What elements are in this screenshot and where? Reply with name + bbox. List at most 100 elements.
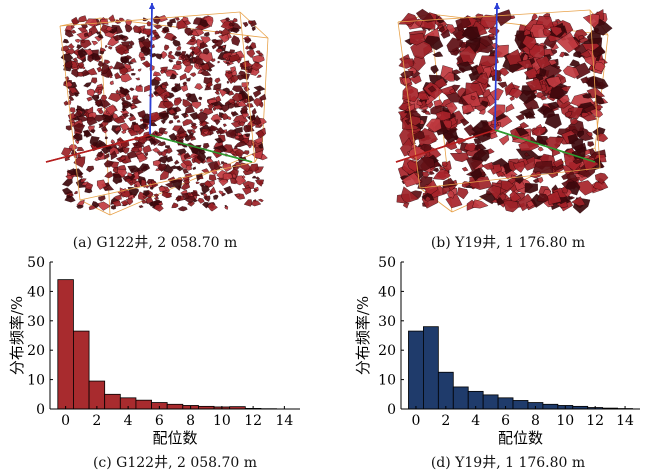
pore-cluster bbox=[218, 61, 220, 63]
x-tick-label: 4 bbox=[471, 413, 480, 429]
pore-cluster bbox=[177, 120, 180, 123]
pore-cluster bbox=[252, 27, 256, 31]
y-tick-label: 30 bbox=[27, 314, 45, 330]
pore-cluster bbox=[462, 167, 468, 171]
pore-cluster bbox=[498, 82, 507, 88]
bar-7 bbox=[513, 400, 528, 409]
pore-cube-g122 bbox=[40, 0, 280, 232]
pore-cluster bbox=[174, 116, 179, 120]
pore-cluster bbox=[131, 73, 135, 75]
pore-cluster bbox=[215, 78, 221, 83]
pore-cluster bbox=[199, 97, 202, 100]
pore-cluster bbox=[525, 183, 538, 193]
z-axis-head bbox=[149, 3, 155, 9]
pore-cluster bbox=[244, 151, 250, 155]
pore-cluster bbox=[173, 39, 181, 46]
pore-cluster bbox=[257, 75, 261, 78]
pore-cluster bbox=[231, 35, 240, 45]
pore-cluster bbox=[247, 103, 254, 107]
pore-cluster bbox=[200, 193, 203, 195]
pore-cluster bbox=[193, 167, 196, 170]
pore-cluster bbox=[130, 41, 135, 46]
pore-cluster bbox=[403, 203, 409, 208]
x-tick-label: 2 bbox=[441, 413, 450, 429]
pore-cluster bbox=[213, 195, 218, 200]
pore-cluster bbox=[581, 77, 589, 84]
cube-b-body bbox=[396, 3, 612, 213]
pore-cluster bbox=[431, 65, 439, 74]
pore-cluster bbox=[403, 85, 419, 102]
pore-cluster bbox=[472, 200, 488, 209]
pore-cluster bbox=[186, 78, 190, 82]
pore-cluster bbox=[75, 93, 79, 97]
x-tick-label: 14 bbox=[616, 413, 634, 429]
x-tick-label: 2 bbox=[92, 413, 101, 429]
pore-cluster bbox=[86, 166, 94, 172]
pore-cluster bbox=[450, 153, 469, 162]
pore-cluster bbox=[104, 60, 110, 64]
y-tick-label: 40 bbox=[27, 284, 45, 300]
bar-5 bbox=[136, 400, 152, 409]
y-tick-label: 50 bbox=[27, 255, 45, 271]
pore-cluster bbox=[78, 16, 87, 22]
pore-cluster bbox=[169, 59, 173, 62]
pore-cluster bbox=[153, 72, 161, 76]
pore-cluster bbox=[178, 206, 187, 211]
pore-cluster bbox=[159, 113, 169, 120]
pore-cluster bbox=[245, 38, 251, 43]
pore-cluster bbox=[74, 112, 81, 117]
pore-cluster bbox=[91, 78, 97, 84]
pore-cluster bbox=[111, 206, 116, 210]
pore-cluster bbox=[460, 119, 469, 127]
pore-cluster bbox=[570, 60, 580, 67]
y-axis-label: 分布频率/% bbox=[354, 296, 372, 375]
pore-cluster bbox=[125, 24, 132, 32]
pore-cluster bbox=[73, 58, 78, 62]
pore-cluster bbox=[77, 205, 84, 209]
pore-cluster bbox=[168, 54, 176, 60]
pore-cluster bbox=[251, 201, 261, 206]
pore-cluster bbox=[139, 205, 143, 208]
pore-cluster bbox=[121, 74, 132, 83]
pore-cluster bbox=[134, 185, 137, 187]
pore-cluster bbox=[164, 45, 169, 50]
pore-cluster bbox=[210, 125, 218, 131]
pore-cluster bbox=[223, 124, 227, 127]
pore-cluster bbox=[214, 120, 220, 126]
pore-cluster bbox=[506, 104, 514, 113]
pore-cluster bbox=[99, 196, 106, 202]
pore-cluster bbox=[195, 84, 203, 90]
y-tick-label: 40 bbox=[378, 284, 396, 300]
pore-cluster bbox=[77, 72, 83, 76]
x-tick-label: 6 bbox=[501, 413, 510, 429]
pore-cluster bbox=[198, 198, 205, 203]
pore-cluster bbox=[111, 140, 115, 143]
x-tick-label: 10 bbox=[213, 413, 231, 429]
pore-cluster bbox=[256, 51, 260, 55]
bar-1 bbox=[73, 331, 89, 409]
pore-cluster bbox=[516, 114, 524, 121]
pore-cluster bbox=[177, 46, 181, 51]
bar-5 bbox=[483, 395, 498, 409]
pore-cluster bbox=[457, 188, 468, 200]
pore-cluster bbox=[175, 51, 181, 56]
caption-a: (a) G122井, 2 058.70 m bbox=[60, 232, 250, 252]
bar-2 bbox=[438, 372, 453, 409]
pore-cluster bbox=[588, 142, 594, 147]
y-tick-label: 0 bbox=[36, 402, 45, 418]
cube-a-body bbox=[46, 3, 268, 215]
pore-cluster bbox=[155, 54, 162, 60]
pore-cluster bbox=[66, 176, 73, 180]
pore-cluster bbox=[559, 52, 564, 57]
pore-cluster bbox=[533, 178, 539, 183]
y-tick-label: 20 bbox=[378, 343, 396, 359]
pore-cluster bbox=[165, 146, 170, 149]
x-tick-label: 0 bbox=[411, 413, 420, 429]
pore-cluster bbox=[73, 133, 83, 141]
pore-cluster bbox=[244, 200, 252, 207]
pore-cluster bbox=[243, 22, 248, 27]
pore-cluster bbox=[116, 90, 120, 94]
bar-7 bbox=[167, 404, 183, 409]
pore-cluster bbox=[252, 55, 264, 62]
pore-cluster bbox=[174, 160, 179, 165]
